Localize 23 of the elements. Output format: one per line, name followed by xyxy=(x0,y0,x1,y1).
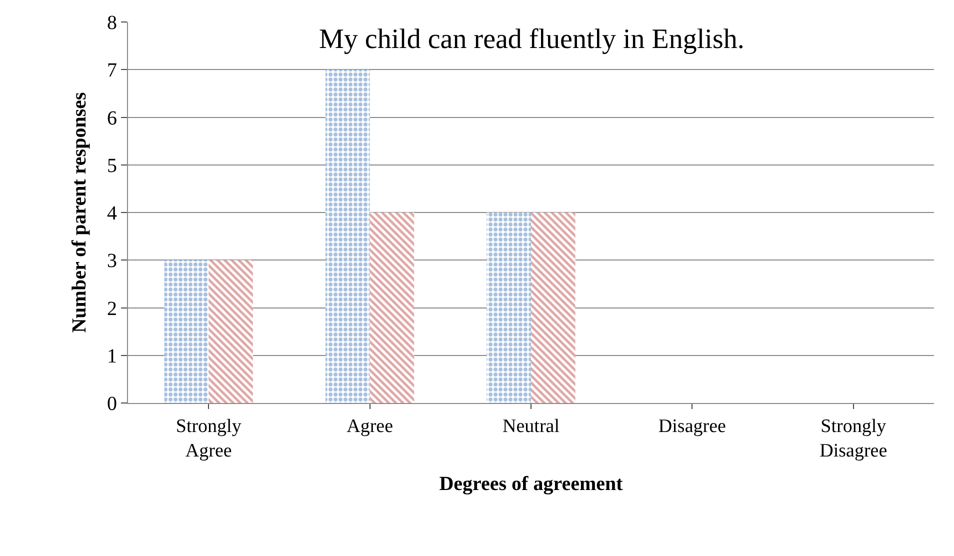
y-tick-label: 3 xyxy=(107,250,117,272)
bar xyxy=(208,260,253,403)
x-tick-label: Agree xyxy=(346,416,394,437)
x-tick-label: Strongly Disagree xyxy=(820,416,888,462)
x-tick-label: Neutral xyxy=(502,416,560,437)
y-tick-label: 7 xyxy=(107,60,117,82)
y-tick-label: 5 xyxy=(107,154,117,177)
y-tick-label: 1 xyxy=(107,345,117,368)
y-axis-title: Number of parent responses xyxy=(68,92,90,333)
bar xyxy=(486,212,531,403)
bar xyxy=(531,212,576,403)
bar xyxy=(325,70,370,403)
y-tick-label: 8 xyxy=(107,12,117,34)
x-axis-title: Degrees of agreement xyxy=(439,473,624,495)
x-tick-label: Strongly Agree xyxy=(176,416,242,462)
x-tick-label: Disagree xyxy=(658,416,726,437)
chart-title: My child can read fluently in English. xyxy=(319,24,744,55)
y-tick-label: 4 xyxy=(107,202,117,224)
bar xyxy=(164,260,209,403)
y-tick-label: 0 xyxy=(107,393,117,415)
y-tick-label: 2 xyxy=(107,298,117,320)
bar xyxy=(370,212,414,403)
y-tick-label: 6 xyxy=(107,107,117,130)
